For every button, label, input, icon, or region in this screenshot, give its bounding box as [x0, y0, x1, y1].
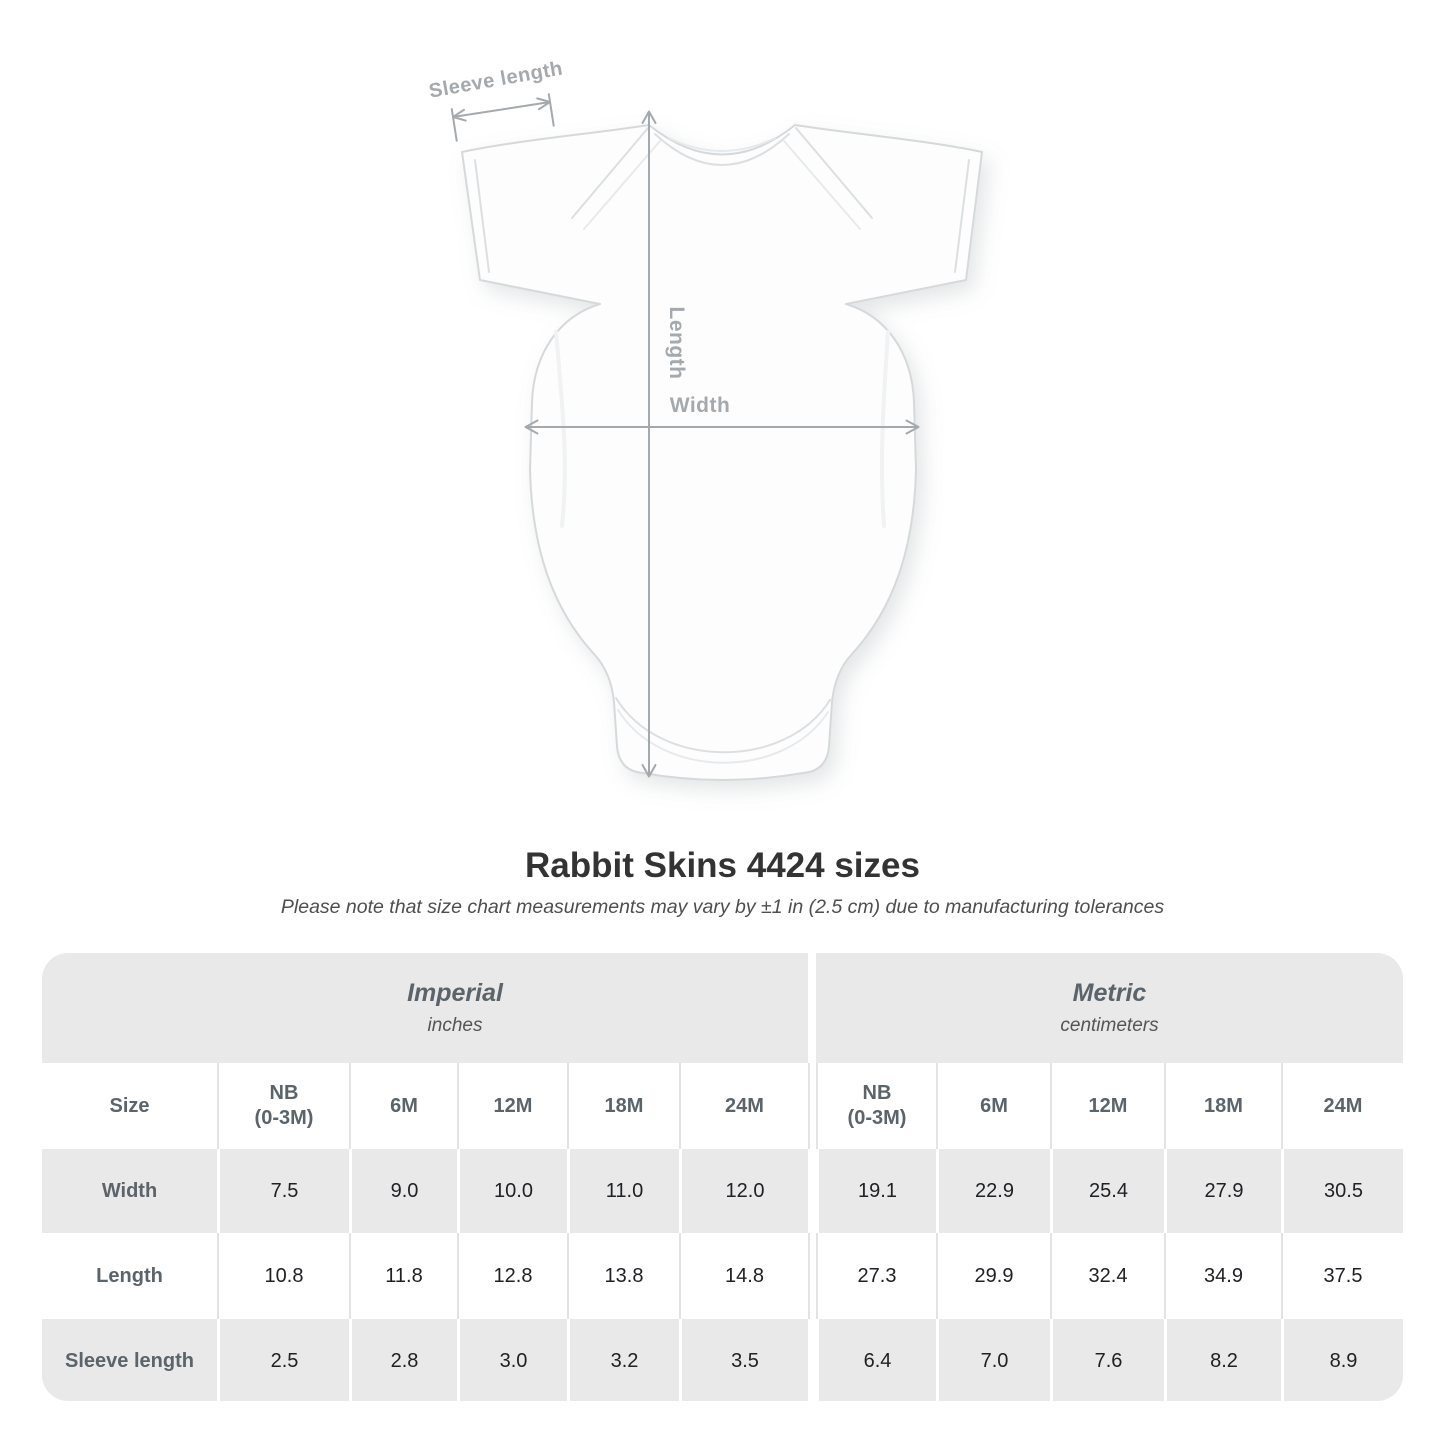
onesie-graphic — [461, 124, 983, 781]
row-label-width: Width — [42, 1149, 217, 1233]
imperial-label: Imperial — [407, 979, 503, 1007]
col-header-imp-6m: 6M — [349, 1063, 457, 1149]
size-value-cell: 6.4 — [816, 1319, 936, 1401]
size-header-row: Size NB (0-3M) 6M 12M 18M 24M NB (0-3M) … — [42, 1063, 1403, 1149]
col-header-met-24m: 24M — [1281, 1063, 1403, 1149]
col-header-imp-18m: 18M — [567, 1063, 679, 1149]
left-sleeve-hem — [474, 159, 490, 273]
size-value-cell: 19.1 — [816, 1149, 936, 1233]
size-value-cell: 2.5 — [217, 1319, 349, 1401]
metric-section-header: Metric centimeters — [816, 953, 1403, 1063]
size-value-cell: 7.0 — [936, 1319, 1050, 1401]
size-value-cell: 3.2 — [567, 1319, 679, 1401]
size-value-cell: 7.6 — [1050, 1319, 1164, 1401]
size-value-cell: 14.8 — [679, 1233, 808, 1319]
row-label-length: Length — [96, 1264, 163, 1287]
table-row-sleeve-length: Sleeve length 2.5 2.8 3.0 3.2 3.5 6.4 7.… — [42, 1319, 1403, 1401]
col-header-imp-nb: NB (0-3M) — [217, 1063, 349, 1149]
width-dimension-line — [524, 419, 920, 435]
size-value-cell: 11.0 — [567, 1149, 679, 1233]
size-value-cell: 30.5 — [1281, 1149, 1403, 1233]
crotch-flap-seam-inner — [617, 709, 829, 764]
table-row-width: Width 7.5 9.0 10.0 11.0 12.0 19.1 22.9 2… — [42, 1149, 1403, 1233]
size-value-cell: 25.4 — [1050, 1149, 1164, 1233]
metric-label: Metric — [1072, 979, 1147, 1007]
section-divider — [808, 1063, 816, 1149]
size-value-cell: 2.8 — [349, 1319, 457, 1401]
size-value-cell: 27.9 — [1164, 1149, 1281, 1233]
size-value-cell: 7.5 — [217, 1149, 349, 1233]
size-corner-header: Size — [109, 1094, 150, 1117]
sleeve-length-label: Sleeve length — [427, 57, 564, 102]
unit-section-band: Imperial inches Metric centimeters — [42, 953, 1403, 1063]
onesie-size-diagram: Sleeve length Length Width — [427, 57, 983, 781]
left-lap-shoulder-seam-inner — [583, 140, 661, 230]
col-header-imp-24m: 24M — [679, 1063, 808, 1149]
size-value-cell: 29.9 — [936, 1233, 1050, 1319]
col-header-met-12m: 12M — [1050, 1063, 1164, 1149]
size-value-cell: 12.0 — [679, 1149, 808, 1233]
section-divider — [808, 1319, 816, 1401]
neckline-binding-seam — [654, 133, 790, 166]
size-value-cell: 9.0 — [349, 1149, 457, 1233]
size-value-cell: 3.0 — [457, 1319, 567, 1401]
size-value-cell: 3.5 — [679, 1319, 808, 1401]
row-label-sleeve-length: Sleeve length — [42, 1319, 217, 1401]
left-lap-shoulder-seam — [571, 127, 649, 219]
table-row-length: Length 10.8 11.8 12.8 13.8 14.8 27.3 29.… — [42, 1233, 1403, 1319]
onesie-measurement-figure: Sleeve length Length Width — [427, 57, 983, 781]
right-sleeve-hem — [954, 159, 970, 273]
size-value-cell: 32.4 — [1050, 1233, 1164, 1319]
size-value-cell: 11.8 — [349, 1233, 457, 1319]
right-fabric-fold — [879, 330, 890, 528]
size-value-cell: 13.8 — [567, 1233, 679, 1319]
imperial-unit: inches — [427, 1015, 483, 1036]
size-value-cell: 8.2 — [1164, 1319, 1281, 1401]
col-header-met-nb: NB (0-3M) — [816, 1063, 936, 1149]
sleeve-length-dimension-line — [450, 93, 555, 142]
bodysuit-silhouette — [461, 124, 983, 781]
size-value-cell: 34.9 — [1164, 1233, 1281, 1319]
section-divider — [808, 1149, 816, 1233]
size-value-cell: 22.9 — [936, 1149, 1050, 1233]
width-label: Width — [670, 394, 731, 417]
size-table: Imperial inches Metric centimeters Size … — [42, 953, 1403, 1401]
length-dimension-line — [641, 110, 657, 778]
left-fabric-fold — [554, 330, 567, 528]
size-chart-tolerance-note: Please note that size chart measurements… — [280, 896, 1165, 918]
right-lap-shoulder-seam — [795, 127, 873, 219]
back-neck-seam — [668, 137, 776, 152]
size-value-cell: 27.3 — [816, 1233, 936, 1319]
section-divider — [808, 953, 816, 1063]
imperial-section-header: Imperial inches — [42, 953, 808, 1063]
col-header-met-18m: 18M — [1164, 1063, 1281, 1149]
col-header-met-6m: 6M — [936, 1063, 1050, 1149]
right-lap-shoulder-seam-inner — [783, 140, 861, 230]
crotch-flap-seam — [615, 697, 831, 754]
length-label: Length — [665, 307, 688, 380]
size-value-cell: 10.8 — [217, 1233, 349, 1319]
size-value-cell: 37.5 — [1281, 1233, 1403, 1319]
size-value-cell: 10.0 — [457, 1149, 567, 1233]
size-value-cell: 12.8 — [457, 1233, 567, 1319]
size-value-cell: 8.9 — [1281, 1319, 1403, 1401]
size-chart-title: Rabbit Skins 4424 sizes — [525, 846, 920, 885]
section-divider — [808, 1233, 816, 1319]
col-header-imp-12m: 12M — [457, 1063, 567, 1149]
metric-unit: centimeters — [1060, 1015, 1159, 1036]
